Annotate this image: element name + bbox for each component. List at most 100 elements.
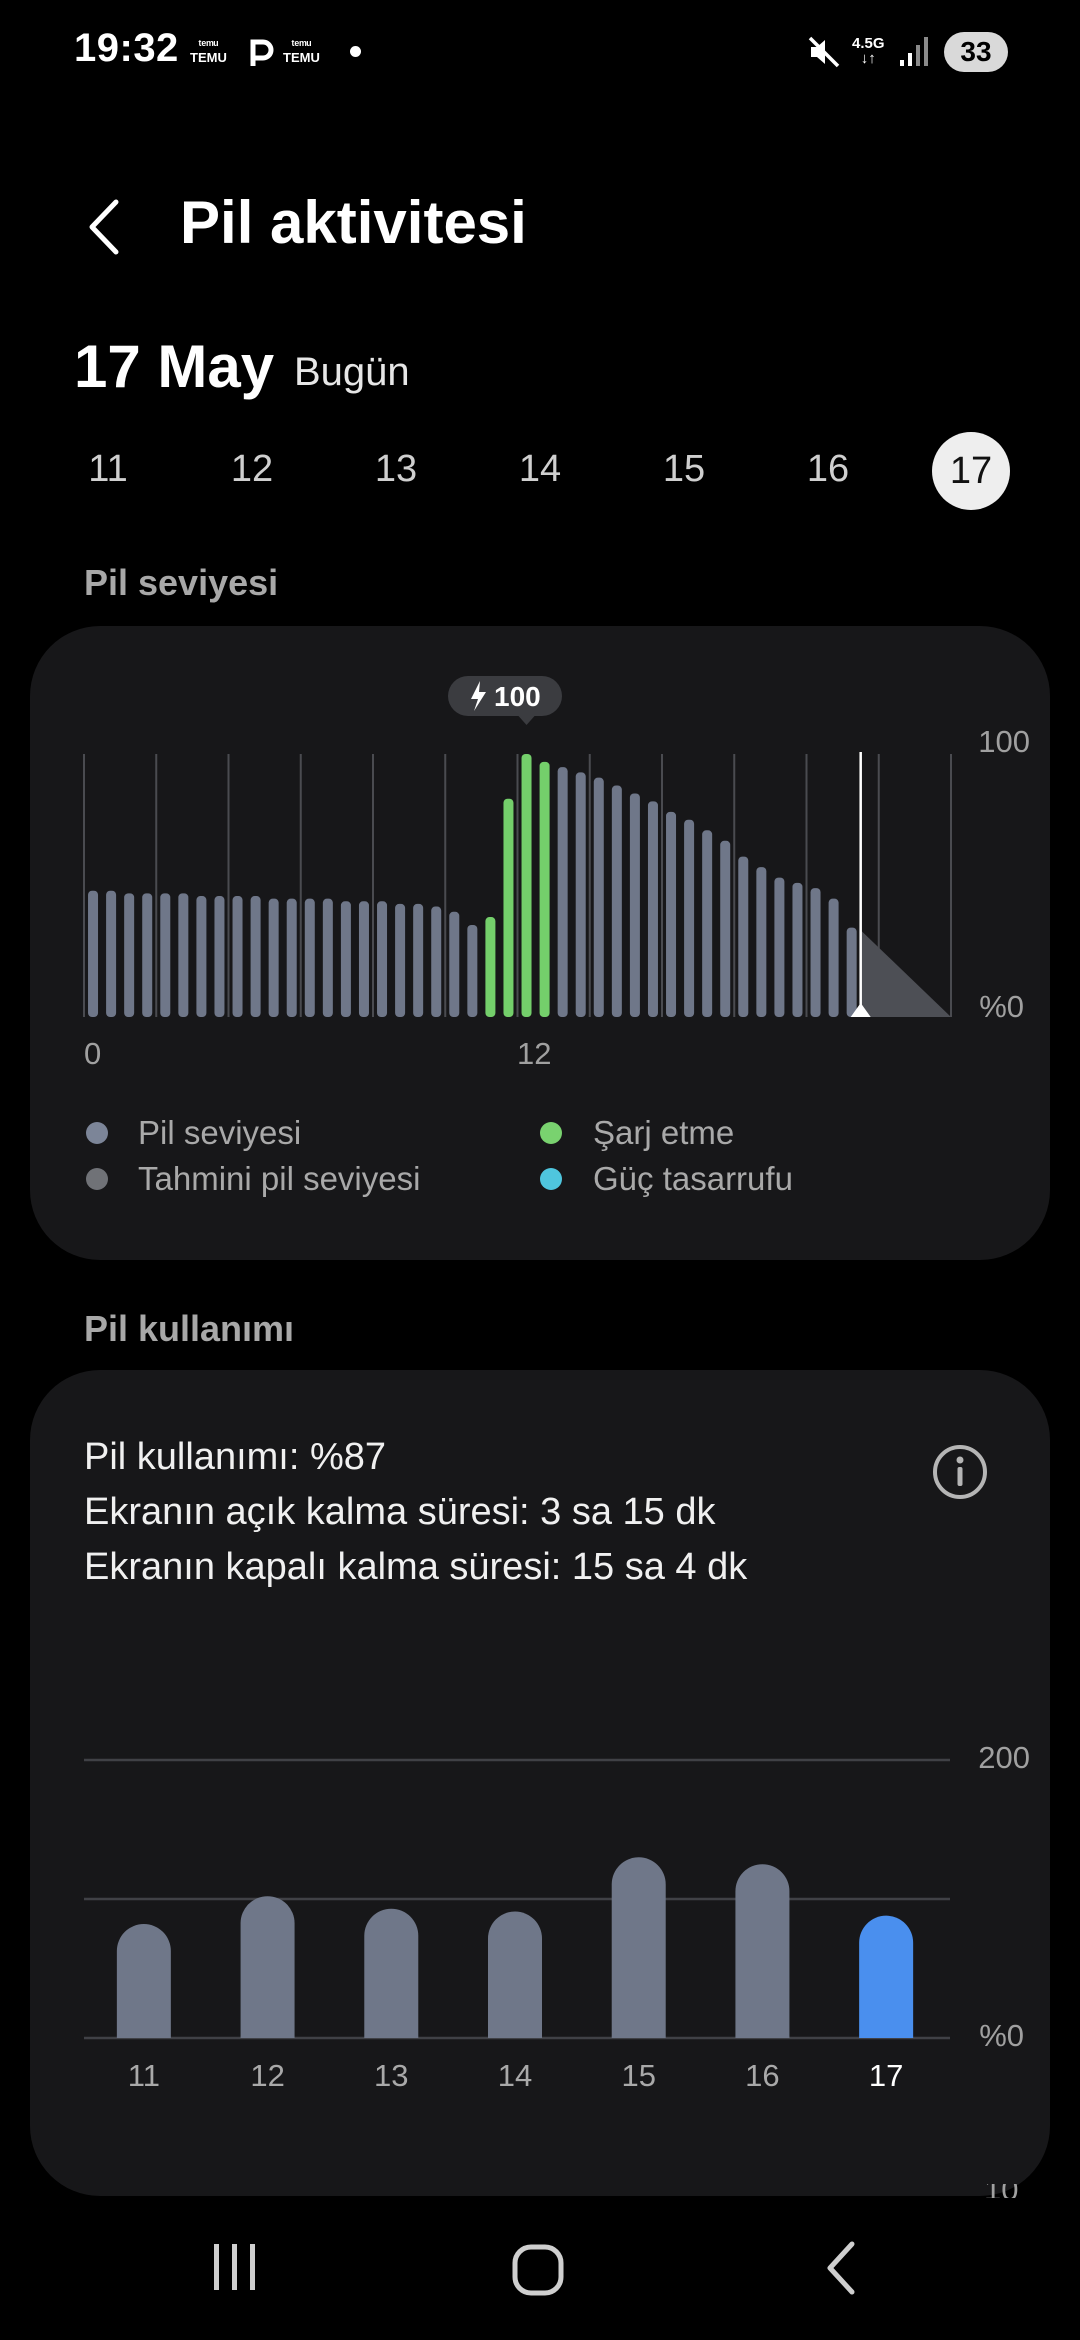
- legend-label-battery-level: Pil seviyesi: [138, 1114, 302, 1151]
- battery-level-bar: [286, 898, 297, 1017]
- screen-off-time-text: Ekranın kapalı kalma süresi: 15 sa 4 dk: [84, 1546, 748, 1588]
- home-button[interactable]: [510, 2242, 566, 2298]
- battery-level-bar: [611, 785, 622, 1017]
- battery-level-bar: [684, 819, 695, 1017]
- mute-icon: [808, 36, 840, 68]
- legend-swatch-estimated-level: [86, 1168, 108, 1190]
- battery-level-bar: [250, 896, 261, 1017]
- usage-x-label-16: 16: [745, 2058, 779, 2090]
- battery-level-bar: [828, 898, 839, 1017]
- battery-level-bar: [557, 767, 568, 1017]
- clipped-axis-label: 10: [984, 2184, 1024, 2198]
- day-tab-17-selected[interactable]: 17: [932, 432, 1010, 510]
- battery-usage-card: [30, 1370, 1050, 2196]
- day-tab-14[interactable]: 14: [518, 448, 562, 490]
- battery-level-bar: [214, 896, 225, 1017]
- section-label-battery-usage: Pil kullanımı: [84, 1308, 295, 1349]
- more-notifications-dot: [350, 46, 361, 57]
- date-relative-label: Bugün: [294, 350, 410, 394]
- charging-bar: [521, 754, 532, 1017]
- battery-level-bar: [358, 901, 369, 1017]
- parking-notification-icon: [250, 39, 274, 66]
- battery-level-bar: [810, 888, 821, 1017]
- battery-level-bar: [124, 893, 135, 1017]
- battery-level-bar: [467, 924, 478, 1017]
- battery-level-bar: [647, 801, 658, 1017]
- usage-bar-16[interactable]: [735, 1864, 790, 2038]
- screen-on-time-text: Ekranın açık kalma süresi: 3 sa 15 dk: [84, 1491, 716, 1533]
- battery-level-bar: [575, 772, 586, 1017]
- usage-x-label-13: 13: [374, 2058, 408, 2090]
- battery-level-bar: [756, 867, 767, 1017]
- signal-icon: [900, 37, 928, 66]
- usage-x-label-17: 17: [869, 2058, 903, 2090]
- battery-level-bar: [431, 906, 442, 1017]
- battery-level-bar: [377, 901, 388, 1017]
- battery-level-bar: [629, 793, 640, 1017]
- battery-level-bar: [142, 893, 153, 1017]
- battery-level-bar: [395, 903, 406, 1017]
- usage-bar-17[interactable]: [859, 1915, 914, 2038]
- lightning-icon: [471, 681, 486, 711]
- battery-level-bar: [593, 777, 604, 1017]
- x-axis-label-0: 0: [84, 1036, 101, 1071]
- page-title: Pil aktivitesi: [180, 189, 527, 256]
- usage-x-label-14: 14: [498, 2058, 532, 2090]
- battery-level-bar: [88, 890, 99, 1017]
- battery-level-bar: [720, 840, 731, 1017]
- usage-bar-11[interactable]: [116, 1924, 171, 2038]
- network-type-label: 4.5G ↓↑: [852, 35, 885, 67]
- temu-notification-icon: ᵗᵉᵐᵘ TEMU: [283, 37, 320, 65]
- battery-level-bar: [322, 898, 333, 1017]
- legend-swatch-power-saving: [540, 1168, 562, 1190]
- y-axis-bottom-label: %0: [979, 989, 1024, 1024]
- chevron-left-icon[interactable]: [80, 196, 130, 258]
- day-tab-16[interactable]: 16: [806, 448, 850, 490]
- legend-label-charging: Şarj etme: [593, 1114, 735, 1151]
- battery-indicator: 33: [944, 32, 1008, 72]
- battery-level-bar: [846, 927, 857, 1017]
- now-marker-triangle: [850, 1003, 871, 1017]
- charging-bar: [539, 761, 550, 1017]
- battery-level-bar: [232, 896, 243, 1017]
- daily-usage-chart: 11 12 13 14 15 16 17 200 %0: [84, 1740, 1030, 2090]
- usage-percent-text: Pil kullanımı: %87: [84, 1436, 387, 1478]
- charge-tooltip-value: 100: [494, 681, 541, 712]
- legend-label-estimated-level: Tahmini pil seviyesi: [138, 1160, 421, 1197]
- battery-level-bar: [666, 811, 677, 1017]
- usage-bar-15[interactable]: [611, 1857, 666, 2038]
- day-tab-15[interactable]: 15: [662, 448, 706, 490]
- back-button[interactable]: [822, 2240, 862, 2296]
- y-axis-top-label: 100: [978, 724, 1030, 759]
- battery-level-bar: [702, 830, 713, 1017]
- recents-button[interactable]: [206, 2240, 264, 2294]
- battery-level-chart: 100 100 %0 0 12: [83, 676, 1030, 1071]
- battery-level-bar: [449, 911, 460, 1017]
- day-tab-13[interactable]: 13: [374, 448, 418, 490]
- day-tab-12[interactable]: 12: [230, 448, 274, 490]
- battery-level-bar: [196, 896, 207, 1017]
- usage-bar-14[interactable]: [488, 1911, 542, 2038]
- status-time: 19:32: [74, 26, 179, 70]
- usage-bar-13[interactable]: [364, 1908, 419, 2038]
- battery-level-bar: [178, 893, 189, 1017]
- battery-level-bar: [268, 898, 279, 1017]
- usage-bar-12[interactable]: [240, 1896, 295, 2038]
- selected-date: 17 May: [74, 333, 275, 400]
- charge-tooltip: 100: [448, 676, 562, 725]
- battery-level-bar: [413, 903, 424, 1017]
- x-axis-label-12: 12: [517, 1036, 551, 1071]
- temu-notification-icon: ᵗᵉᵐᵘ TEMU: [190, 37, 227, 65]
- usage-x-label-15: 15: [621, 2058, 655, 2090]
- usage-y-axis-bottom-label: %0: [979, 2018, 1024, 2053]
- usage-x-label-12: 12: [250, 2058, 284, 2090]
- usage-y-axis-top-label: 200: [978, 1740, 1030, 1775]
- battery-level-bar: [738, 856, 749, 1017]
- charging-bar: [503, 798, 514, 1017]
- usage-x-label-11: 11: [128, 2058, 160, 2090]
- section-label-battery-level: Pil seviyesi: [84, 562, 279, 603]
- day-tab-11[interactable]: 11: [88, 448, 128, 490]
- battery-level-bar: [106, 890, 117, 1017]
- battery-level-bar: [304, 898, 315, 1017]
- info-icon[interactable]: [930, 1442, 990, 1502]
